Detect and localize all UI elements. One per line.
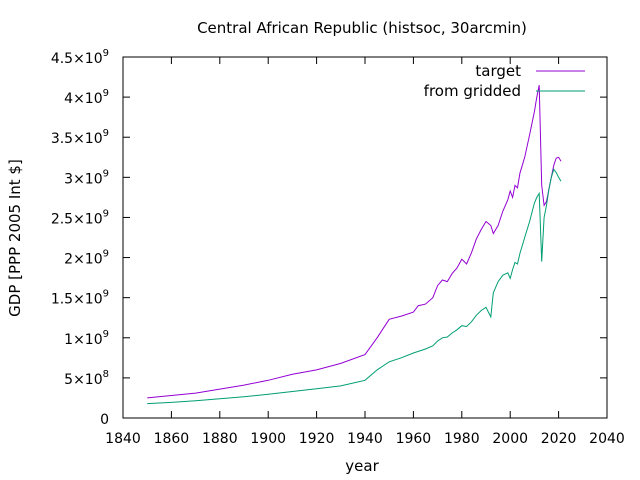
series-line-target [147,85,562,399]
chart-title: Central African Republic (histsoc, 30arc… [197,19,527,37]
x-tick-label: 1920 [299,431,335,447]
x-tick-label: 2020 [541,431,577,447]
x-tick-label: 2000 [492,431,528,447]
legend: target from gridded [424,62,585,100]
y-tick-label: 2×109 [64,249,109,268]
y-axis: 0 5×108 1×109 1.5×109 2×109 2.5×109 3×109 3.5×1… [51,48,607,428]
legend-label: target [475,62,521,80]
y-tick-label: 4×109 [64,88,109,107]
y-tick-label: 4.5×109 [51,48,109,67]
x-axis-label: year [345,457,379,475]
x-tick-label: 1960 [396,431,432,447]
x-tick-label: 1860 [154,431,190,447]
y-tick-label: 2.5×109 [51,208,109,227]
x-tick-label: 1940 [347,431,383,447]
y-tick-label: 1.5×109 [51,289,109,308]
x-tick-label: 1900 [250,431,286,447]
y-axis-label: GDP [PPP 2005 Int $] [6,159,24,317]
y-tick-label: 0 [100,412,109,428]
legend-label: from gridded [424,82,521,100]
series-lines [147,85,562,405]
x-tick-label: 2040 [589,431,625,447]
y-tick-label: 1×109 [64,329,109,348]
y-tick-label: 3×109 [64,168,109,187]
x-tick-label: 1880 [202,431,238,447]
x-tick-label: 1840 [105,431,141,447]
y-tick-label: 3.5×109 [51,128,109,147]
y-tick-label: 5×108 [64,369,109,388]
x-axis: 1840 1860 1880 1900 1920 1940 1960 1980 2000 2020… [105,57,625,447]
x-tick-label: 1980 [444,431,480,447]
series-line-from-gridded [147,168,562,405]
